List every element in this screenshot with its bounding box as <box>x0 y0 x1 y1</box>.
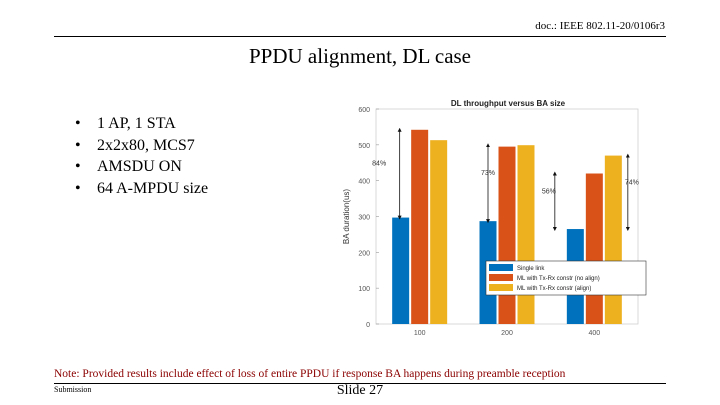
legend-entry: Single link <box>517 266 545 272</box>
chart-title: DL throughput versus BA size <box>451 99 566 108</box>
slide-title: PPDU alignment, DL case <box>248 44 472 68</box>
footnote: Note: Provided results include effect of… <box>54 368 566 380</box>
x-tick-label: 400 <box>588 330 600 337</box>
bar-2-200 <box>498 146 516 324</box>
bullet-marker: • <box>75 179 81 197</box>
annotation-label: 73% <box>481 170 495 177</box>
bar-3-100 <box>430 140 448 324</box>
x-tick-label: 100 <box>414 330 426 337</box>
footer-divider <box>54 383 666 384</box>
y-tick-label: 300 <box>358 215 370 222</box>
y-tick-label: 600 <box>358 107 370 114</box>
y-axis-label: BA duration(us) <box>342 189 351 244</box>
bullet-marker: • <box>75 136 81 154</box>
document-id: doc.: IEEE 802.11-20/0106r3 <box>535 20 665 32</box>
bar-1-100 <box>392 217 410 324</box>
bullet-text: 2x2x80, MCS7 <box>97 136 195 154</box>
slide-number: Slide 27 <box>336 383 384 398</box>
plot-area: 0 100 200 300 400 500 600 100 200 400 84% 73% 56% 74%… <box>358 107 647 337</box>
bullet-item: • AMSDU ON <box>75 156 208 178</box>
bullet-marker: • <box>75 115 81 132</box>
annotation-label: 56% <box>542 188 556 195</box>
bullet-text: 1 AP, 1 STA <box>97 115 176 132</box>
bar-3-200 <box>517 145 535 324</box>
annotation-label: 84% <box>372 161 386 168</box>
bullet-text: 64 A-MPDU size <box>97 179 209 197</box>
legend-swatch <box>489 284 513 291</box>
legend-swatch <box>489 274 513 281</box>
bullet-item: • 64 A-MPDU size <box>75 178 208 200</box>
submission-label: Submission <box>54 385 92 394</box>
bullet-item: • 1 AP, 1 STA <box>75 113 208 135</box>
bullet-item: • 2x2x80, MCS7 <box>75 135 208 157</box>
y-tick-label: 100 <box>358 286 370 293</box>
legend-entry: ML with Tx-Rx constr (align) <box>517 286 591 292</box>
legend-swatch <box>489 264 513 271</box>
y-tick-label: 500 <box>358 143 370 150</box>
legend-entry: ML with Tx-Rx constr (no align) <box>517 276 600 282</box>
y-tick-label: 200 <box>358 250 370 257</box>
annotation-label: 74% <box>625 179 639 186</box>
header-divider <box>54 36 666 37</box>
throughput-chart: DL throughput versus BA size BA duration… <box>342 99 647 337</box>
bullet-list: • 1 AP, 1 STA • 2x2x80, MCS7 • AMSDU ON • 64… <box>75 113 208 199</box>
bar-2-100 <box>411 129 429 324</box>
bar-2-400 <box>585 173 603 324</box>
bullet-text: AMSDU ON <box>97 158 182 175</box>
chart-legend: Single link ML with Tx-Rx constr (no alig… <box>485 260 647 296</box>
bar-3-400 <box>604 155 622 324</box>
y-tick-label: 0 <box>366 322 370 329</box>
y-tick-label: 400 <box>358 179 370 186</box>
x-tick-label: 200 <box>501 330 513 337</box>
bullet-marker: • <box>75 158 81 175</box>
